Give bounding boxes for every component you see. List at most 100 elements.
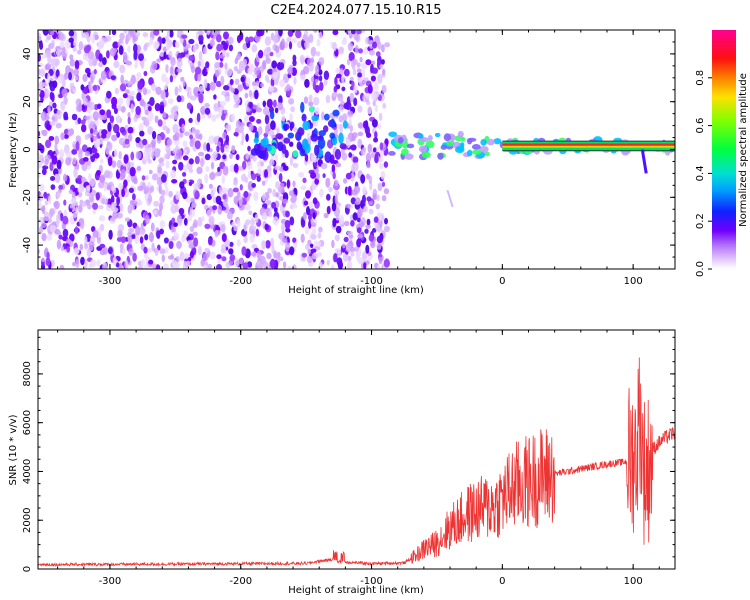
spectrogram-x-tick-label: 0 xyxy=(499,276,505,287)
signal-blob xyxy=(317,137,326,149)
noise-speck xyxy=(41,129,48,137)
noise-speck xyxy=(310,172,317,179)
noise-speck xyxy=(275,192,279,198)
noise-speck xyxy=(248,36,255,43)
noise-speck xyxy=(143,44,148,52)
noise-speck xyxy=(171,217,176,224)
noise-speck xyxy=(132,252,137,262)
noise-speck xyxy=(334,76,338,86)
noise-speck xyxy=(289,216,295,226)
noise-speck xyxy=(360,174,366,184)
noise-speck xyxy=(68,189,73,195)
noise-speck xyxy=(233,66,238,72)
noise-speck xyxy=(141,182,146,188)
noise-speck xyxy=(334,194,338,205)
noise-speck xyxy=(350,30,356,35)
noise-speck xyxy=(227,70,231,78)
noise-speck xyxy=(72,197,76,207)
noise-speck xyxy=(88,241,95,249)
signal-blob xyxy=(323,113,330,121)
noise-speck xyxy=(96,169,101,176)
noise-speck xyxy=(171,259,178,268)
noise-speck xyxy=(310,243,314,248)
noise-speck xyxy=(86,185,91,192)
noise-speck xyxy=(361,72,366,79)
noise-speck xyxy=(224,62,228,71)
noise-speck xyxy=(243,235,248,244)
noise-speck xyxy=(153,200,160,207)
noise-speck xyxy=(130,234,137,239)
noise-speck xyxy=(58,234,63,240)
noise-speck xyxy=(348,118,352,128)
noise-speck xyxy=(161,254,165,263)
noise-speck xyxy=(303,96,309,104)
noise-speck xyxy=(232,187,239,193)
noise-speck xyxy=(62,215,69,225)
noise-speck xyxy=(80,84,85,91)
noise-speck xyxy=(56,239,62,250)
noise-speck xyxy=(292,180,296,188)
noise-speck xyxy=(132,193,136,201)
noise-speck xyxy=(112,41,119,49)
noise-speck xyxy=(274,107,279,114)
noise-speck xyxy=(365,59,372,66)
noise-speck xyxy=(369,49,375,56)
noise-speck xyxy=(127,81,131,88)
carrier-halo xyxy=(466,149,473,157)
noise-speck xyxy=(142,138,148,146)
noise-speck xyxy=(287,30,294,37)
noise-speck xyxy=(253,191,259,202)
noise-speck xyxy=(112,256,117,266)
noise-speck xyxy=(63,199,67,206)
noise-speck xyxy=(351,132,358,139)
signal-blob xyxy=(282,123,290,131)
noise-speck xyxy=(63,115,69,121)
noise-speck xyxy=(162,111,167,119)
signal-blob xyxy=(342,120,348,129)
noise-speck xyxy=(119,126,126,134)
noise-speck xyxy=(141,175,146,181)
noise-speck xyxy=(124,259,129,269)
noise-speck xyxy=(252,155,257,162)
noise-speck xyxy=(231,221,236,228)
noise-speck xyxy=(251,225,257,231)
signal-blob xyxy=(253,137,259,144)
noise-speck xyxy=(247,180,254,191)
noise-speck xyxy=(215,51,220,61)
noise-speck xyxy=(200,157,204,168)
noise-speck xyxy=(167,98,174,104)
noise-speck xyxy=(332,92,337,97)
noise-speck xyxy=(178,207,185,215)
noise-speck xyxy=(204,107,211,115)
noise-speck xyxy=(63,72,68,81)
signal-blob xyxy=(301,113,307,122)
noise-speck xyxy=(176,214,182,224)
noise-speck xyxy=(188,168,194,174)
noise-speck xyxy=(255,228,260,237)
noise-speck xyxy=(370,75,376,82)
noise-speck xyxy=(176,57,183,68)
noise-speck xyxy=(298,171,305,178)
noise-speck xyxy=(273,99,277,108)
noise-speck xyxy=(194,190,200,200)
noise-speck xyxy=(375,203,381,210)
noise-speck xyxy=(138,123,144,133)
noise-speck xyxy=(206,142,211,152)
noise-speck xyxy=(256,30,263,37)
noise-speck xyxy=(162,90,166,100)
noise-speck xyxy=(163,51,167,60)
noise-speck xyxy=(99,174,106,184)
noise-speck xyxy=(179,181,185,189)
noise-speck xyxy=(192,231,198,237)
noise-speck xyxy=(65,150,73,158)
noise-speck xyxy=(333,253,338,263)
noise-speck xyxy=(198,93,204,104)
noise-speck xyxy=(77,117,82,125)
noise-speck xyxy=(42,30,49,36)
noise-speck xyxy=(45,63,52,70)
noise-speck xyxy=(131,200,138,206)
noise-speck xyxy=(155,264,161,269)
noise-speck xyxy=(258,260,264,269)
noise-speck xyxy=(197,60,202,68)
noise-speck xyxy=(92,84,98,91)
